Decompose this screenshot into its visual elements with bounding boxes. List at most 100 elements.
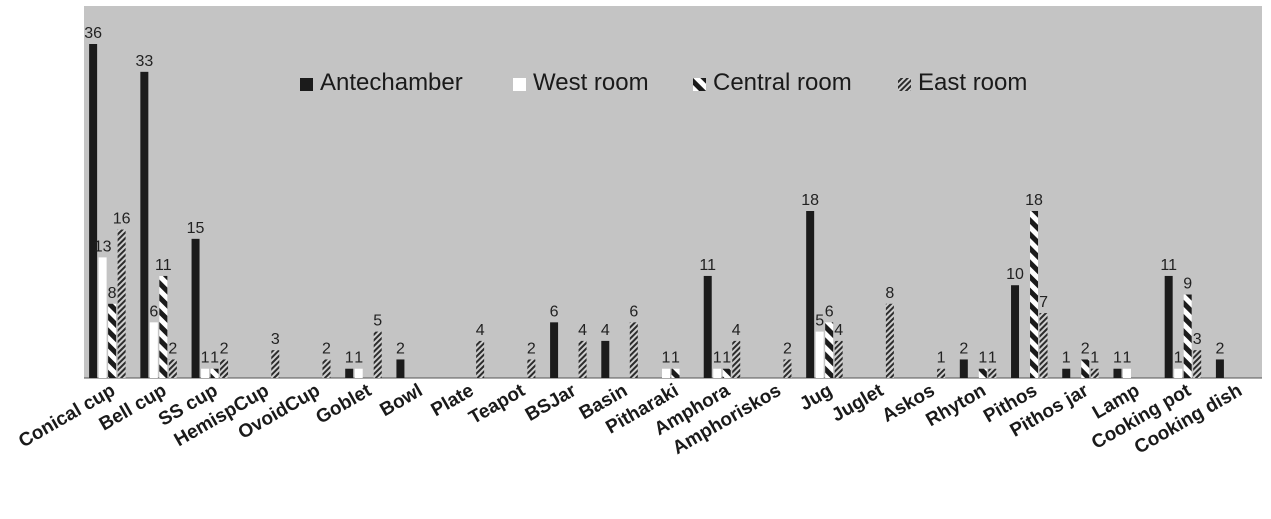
data-label-east-room-hemispcup: 3 xyxy=(271,331,280,348)
data-label-west-room-cooking-pot: 1 xyxy=(1174,350,1183,367)
bar-antechamber-pithos-jar xyxy=(1062,368,1071,378)
data-label-east-room-pithos-jar: 1 xyxy=(1090,350,1099,367)
bar-antechamber-lamp xyxy=(1113,368,1122,378)
plot-area xyxy=(84,6,1262,378)
bar-central-room-rhyton xyxy=(978,368,987,378)
bar-antechamber-bell-cup xyxy=(140,71,149,378)
bar-antechamber-jug xyxy=(806,211,815,378)
data-label-central-room-pitharaki: 1 xyxy=(671,350,680,367)
data-label-central-room-cooking-pot: 9 xyxy=(1183,276,1192,293)
data-label-west-room-lamp: 1 xyxy=(1123,350,1132,367)
data-label-east-room-bsjar: 4 xyxy=(578,322,587,339)
legend: Antechamber West room Central room East roo… xyxy=(300,69,1027,96)
data-label-west-room-jug: 5 xyxy=(815,313,824,330)
bar-east-room-basin xyxy=(629,322,638,378)
bar-east-room-amphora xyxy=(732,340,741,378)
category-label-bsjar: BSJar xyxy=(522,380,581,426)
data-label-east-room-basin: 6 xyxy=(629,303,638,320)
legend-swatch-east-room xyxy=(898,78,911,91)
bar-west-room-bell-cup xyxy=(149,322,158,378)
bar-east-room-askos xyxy=(937,368,946,378)
bar-antechamber-amphora xyxy=(703,275,712,378)
bar-antechamber-bowl xyxy=(396,359,405,378)
bar-central-room-ss-cup xyxy=(210,368,219,378)
bar-antechamber-cooking-dish xyxy=(1215,359,1224,378)
data-label-east-room-teapot: 2 xyxy=(527,340,536,357)
data-label-east-room-cooking-pot: 3 xyxy=(1193,331,1202,348)
legend-label-west-room: West room xyxy=(533,69,649,96)
data-label-east-room-amphora: 4 xyxy=(732,322,741,339)
data-label-antechamber-bsjar: 6 xyxy=(550,303,559,320)
bar-central-room-pithos xyxy=(1030,211,1039,378)
data-label-east-room-jug: 4 xyxy=(834,322,843,339)
category-label-goblet: Goblet xyxy=(312,380,375,429)
bar-central-room-pitharaki xyxy=(671,368,680,378)
data-label-east-room-ss-cup: 2 xyxy=(220,340,229,357)
data-label-central-room-pithos-jar: 2 xyxy=(1081,340,1090,357)
category-label-rhyton: Rhyton xyxy=(923,380,990,431)
legend-swatch-west-room xyxy=(513,78,526,91)
bar-west-room-ss-cup xyxy=(201,368,210,378)
data-label-east-room-amphoriskos: 2 xyxy=(783,340,792,357)
category-label-bowl: Bowl xyxy=(376,380,426,421)
bar-east-room-ovoidcup xyxy=(322,359,331,378)
bar-east-room-juglet xyxy=(885,303,894,378)
bar-east-room-ss-cup xyxy=(220,359,229,378)
bar-east-room-hemispcup xyxy=(271,350,280,378)
data-label-central-room-bell-cup: 11 xyxy=(155,257,172,274)
bar-antechamber-ss-cup xyxy=(191,238,200,378)
bar-antechamber-pithos xyxy=(1011,285,1020,378)
bar-west-room-conical-cup xyxy=(98,257,107,378)
bar-east-room-plate xyxy=(476,340,485,378)
data-label-central-room-ss-cup: 1 xyxy=(210,350,219,367)
data-label-east-room-plate: 4 xyxy=(476,322,485,339)
data-label-east-room-pithos: 7 xyxy=(1039,294,1048,311)
bar-central-room-bell-cup xyxy=(159,275,168,378)
bar-antechamber-rhyton xyxy=(959,359,968,378)
legend-label-central-room: Central room xyxy=(713,69,852,96)
data-label-central-room-amphora: 1 xyxy=(722,350,731,367)
category-label-juglet: Juglet xyxy=(828,380,888,426)
bar-antechamber-goblet xyxy=(345,368,354,378)
data-label-central-room-conical-cup: 8 xyxy=(108,285,117,302)
bar-central-room-jug xyxy=(825,322,834,378)
bar-antechamber-conical-cup xyxy=(89,44,98,378)
legend-label-antechamber: Antechamber xyxy=(320,69,463,96)
bar-east-room-bsjar xyxy=(578,340,587,378)
bar-east-room-teapot xyxy=(527,359,536,378)
data-label-west-room-conical-cup: 13 xyxy=(94,238,112,255)
data-label-central-room-rhyton: 1 xyxy=(978,350,987,367)
bar-antechamber-basin xyxy=(601,340,610,378)
data-label-antechamber-lamp: 1 xyxy=(1113,350,1122,367)
data-label-antechamber-pithos-jar: 1 xyxy=(1062,350,1071,367)
bar-west-room-jug xyxy=(815,331,824,378)
data-label-east-room-juglet: 8 xyxy=(885,285,894,302)
bar-east-room-rhyton xyxy=(988,368,997,378)
data-label-antechamber-pithos: 10 xyxy=(1006,266,1024,283)
bar-east-room-bell-cup xyxy=(168,359,177,378)
bar-antechamber-bsjar xyxy=(550,322,559,378)
data-label-central-room-pithos: 18 xyxy=(1025,192,1043,209)
bar-east-room-amphoriskos xyxy=(783,359,792,378)
legend-swatch-central-room xyxy=(693,78,706,91)
data-label-antechamber-bowl: 2 xyxy=(396,340,405,357)
bar-west-room-goblet xyxy=(354,368,363,378)
data-label-east-room-rhyton: 1 xyxy=(988,350,997,367)
bar-east-room-goblet xyxy=(373,331,382,378)
data-label-antechamber-ss-cup: 15 xyxy=(187,220,205,237)
data-label-east-room-askos: 1 xyxy=(937,350,946,367)
data-label-antechamber-conical-cup: 36 xyxy=(84,25,102,42)
data-label-west-room-amphora: 1 xyxy=(713,350,722,367)
data-label-antechamber-basin: 4 xyxy=(601,322,610,339)
data-label-central-room-jug: 6 xyxy=(825,303,834,320)
data-label-east-room-bell-cup: 2 xyxy=(168,340,177,357)
bar-east-room-conical-cup xyxy=(117,229,126,378)
data-label-east-room-ovoidcup: 2 xyxy=(322,340,331,357)
data-label-west-room-bell-cup: 6 xyxy=(149,303,158,320)
data-label-antechamber-rhyton: 2 xyxy=(959,340,968,357)
bar-west-room-pitharaki xyxy=(662,368,671,378)
data-label-antechamber-bell-cup: 33 xyxy=(135,53,153,70)
bar-central-room-amphora xyxy=(722,368,731,378)
legend-label-east-room: East room xyxy=(918,69,1027,96)
data-label-antechamber-cooking-dish: 2 xyxy=(1215,340,1224,357)
